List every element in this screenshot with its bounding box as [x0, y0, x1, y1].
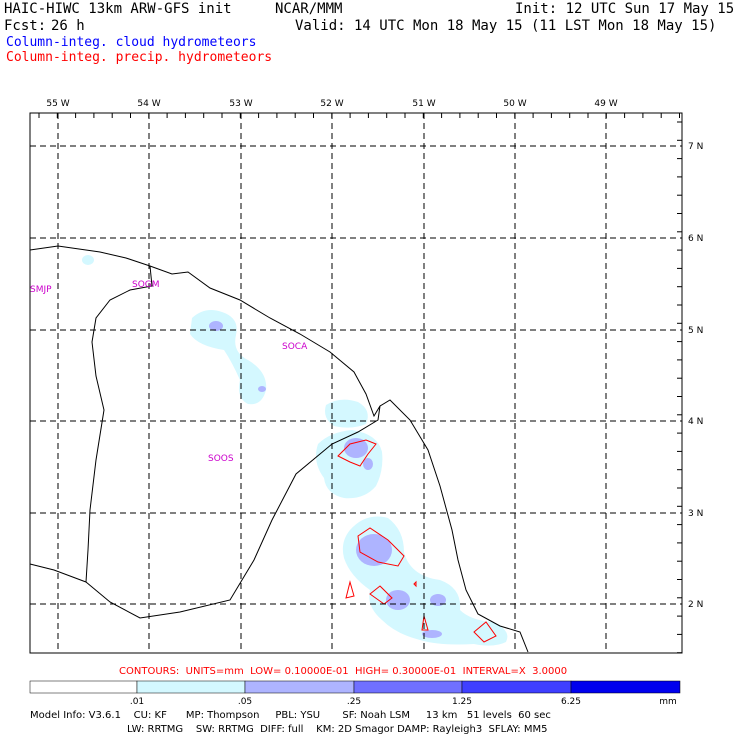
- colorbar-unit: mm: [659, 697, 677, 707]
- station-label: SOCA: [282, 342, 308, 352]
- lon-label: 52 W: [320, 99, 343, 109]
- lat-label: 6 N: [688, 234, 703, 244]
- org-label: NCAR/MMM: [275, 1, 343, 17]
- station-label: SMJP: [30, 285, 52, 295]
- colorbar-swatch: [353, 680, 463, 694]
- colorbar-swatch: [29, 680, 138, 694]
- init-time: Init: 12 UTC Sun 17 May 15: [515, 1, 735, 17]
- coastline-borders: [29, 245, 529, 653]
- lon-label: 51 W: [412, 99, 435, 109]
- colorbar-tick-label: 1.25: [452, 697, 472, 707]
- lat-label: 4 N: [688, 417, 703, 427]
- graticule: [30, 113, 682, 653]
- footer-model-info: Model Info: V3.6.1 CU: KF MP: Thompson P…: [30, 710, 551, 721]
- forecast-hour-value: 26 h: [51, 18, 85, 34]
- footer-physics-info: LW: RRTMG SW: RRTMG DIFF: full KM: 2D Sm…: [127, 724, 548, 735]
- axis-ticks: [38, 113, 682, 654]
- lat-label: 2 N: [688, 600, 703, 610]
- colorbar-tick-label: .01: [130, 697, 144, 707]
- station-label: SOOS: [208, 454, 234, 464]
- cloud-shading-medium: [209, 321, 446, 638]
- legend-precip: Column-integ. precip. hydrometeors: [6, 50, 273, 65]
- longitude-labels: 55 W 54 W 53 W 52 W 51 W 50 W 49 W: [46, 99, 617, 109]
- colorbar-ticks: .01 .05 .25 1.25 6.25 mm: [130, 697, 677, 707]
- colorbar-swatch: [461, 680, 572, 694]
- lon-label: 54 W: [137, 99, 160, 109]
- lat-label: 3 N: [688, 509, 703, 519]
- colorbar-swatch: [570, 680, 681, 694]
- colorbar-tick-label: .25: [347, 697, 361, 707]
- forecast-hour-label: Fcst:: [4, 18, 47, 34]
- colorbar-tick-label: .05: [238, 697, 252, 707]
- colorbar: [29, 680, 681, 694]
- colorbar-swatch: [244, 680, 355, 694]
- lat-label: 7 N: [688, 142, 703, 152]
- valid-time: Valid: 14 UTC Mon 18 May 15 (11 LST Mon …: [295, 18, 717, 34]
- model-title: HAIC-HIWC 13km ARW-GFS init: [4, 1, 232, 17]
- contours-info: CONTOURS: UNITS=mm LOW= 0.10000E-01 HIGH…: [119, 666, 568, 677]
- legend-cloud: Column-integ. cloud hydrometeors: [6, 35, 257, 50]
- colorbar-tick-label: 6.25: [561, 697, 581, 707]
- colorbar-swatch: [136, 680, 246, 694]
- lon-label: 49 W: [594, 99, 617, 109]
- station-label: SOGM: [132, 280, 160, 290]
- station-labels: SMJP SOGM SOCA SOOS: [30, 280, 308, 464]
- lat-label: 5 N: [688, 326, 703, 336]
- precip-contours: [337, 439, 497, 643]
- lon-label: 55 W: [46, 99, 69, 109]
- lon-label: 50 W: [503, 99, 526, 109]
- lon-label: 53 W: [229, 99, 252, 109]
- latitude-labels: 7 N 6 N 5 N 4 N 3 N 2 N: [688, 142, 703, 610]
